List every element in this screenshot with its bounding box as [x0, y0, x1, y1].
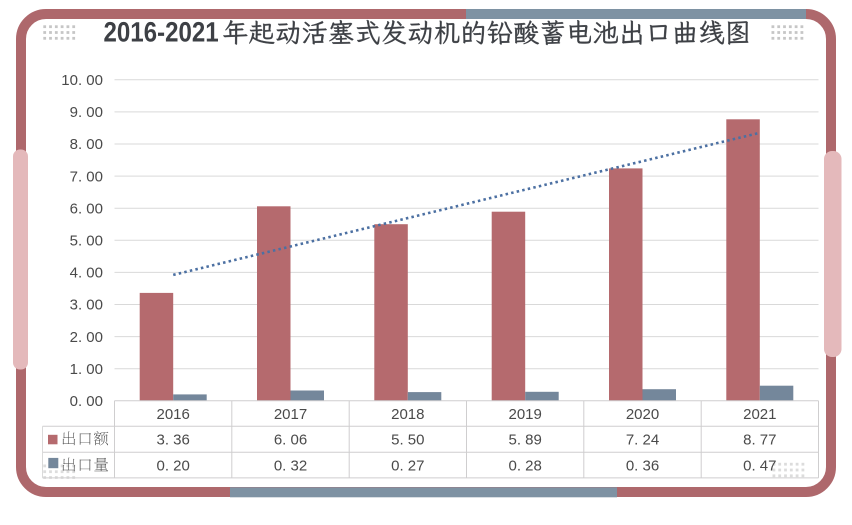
svg-text:10. 00: 10. 00: [61, 72, 103, 89]
svg-text:8. 00: 8. 00: [70, 136, 103, 153]
svg-text:8. 77: 8. 77: [743, 432, 776, 449]
svg-text:5. 00: 5. 00: [70, 233, 103, 250]
svg-text:3. 00: 3. 00: [70, 297, 103, 314]
svg-text:5. 50: 5. 50: [391, 432, 424, 449]
svg-text:6. 06: 6. 06: [274, 432, 307, 449]
svg-text:0. 36: 0. 36: [626, 457, 659, 474]
svg-text:0. 20: 0. 20: [157, 457, 190, 474]
svg-text:0. 47: 0. 47: [743, 457, 776, 474]
svg-text:7. 24: 7. 24: [626, 432, 659, 449]
svg-text:2019: 2019: [509, 406, 542, 423]
svg-text:3. 36: 3. 36: [157, 432, 190, 449]
svg-text:7. 00: 7. 00: [70, 168, 103, 185]
svg-text:1. 00: 1. 00: [70, 361, 103, 378]
svg-text:0. 00: 0. 00: [70, 393, 103, 410]
svg-text:2021: 2021: [743, 406, 776, 423]
svg-text:0. 27: 0. 27: [391, 457, 424, 474]
svg-text:0. 32: 0. 32: [274, 457, 307, 474]
svg-text:6. 00: 6. 00: [70, 200, 103, 217]
svg-text:2020: 2020: [626, 406, 659, 423]
svg-text:4. 00: 4. 00: [70, 265, 103, 282]
svg-text:5. 89: 5. 89: [509, 432, 542, 449]
svg-text:2018: 2018: [391, 406, 424, 423]
svg-text:2017: 2017: [274, 406, 307, 423]
svg-text:9. 00: 9. 00: [70, 104, 103, 121]
svg-text:2. 00: 2. 00: [70, 329, 103, 346]
svg-text:0. 28: 0. 28: [509, 457, 542, 474]
svg-text:2016: 2016: [157, 406, 190, 423]
